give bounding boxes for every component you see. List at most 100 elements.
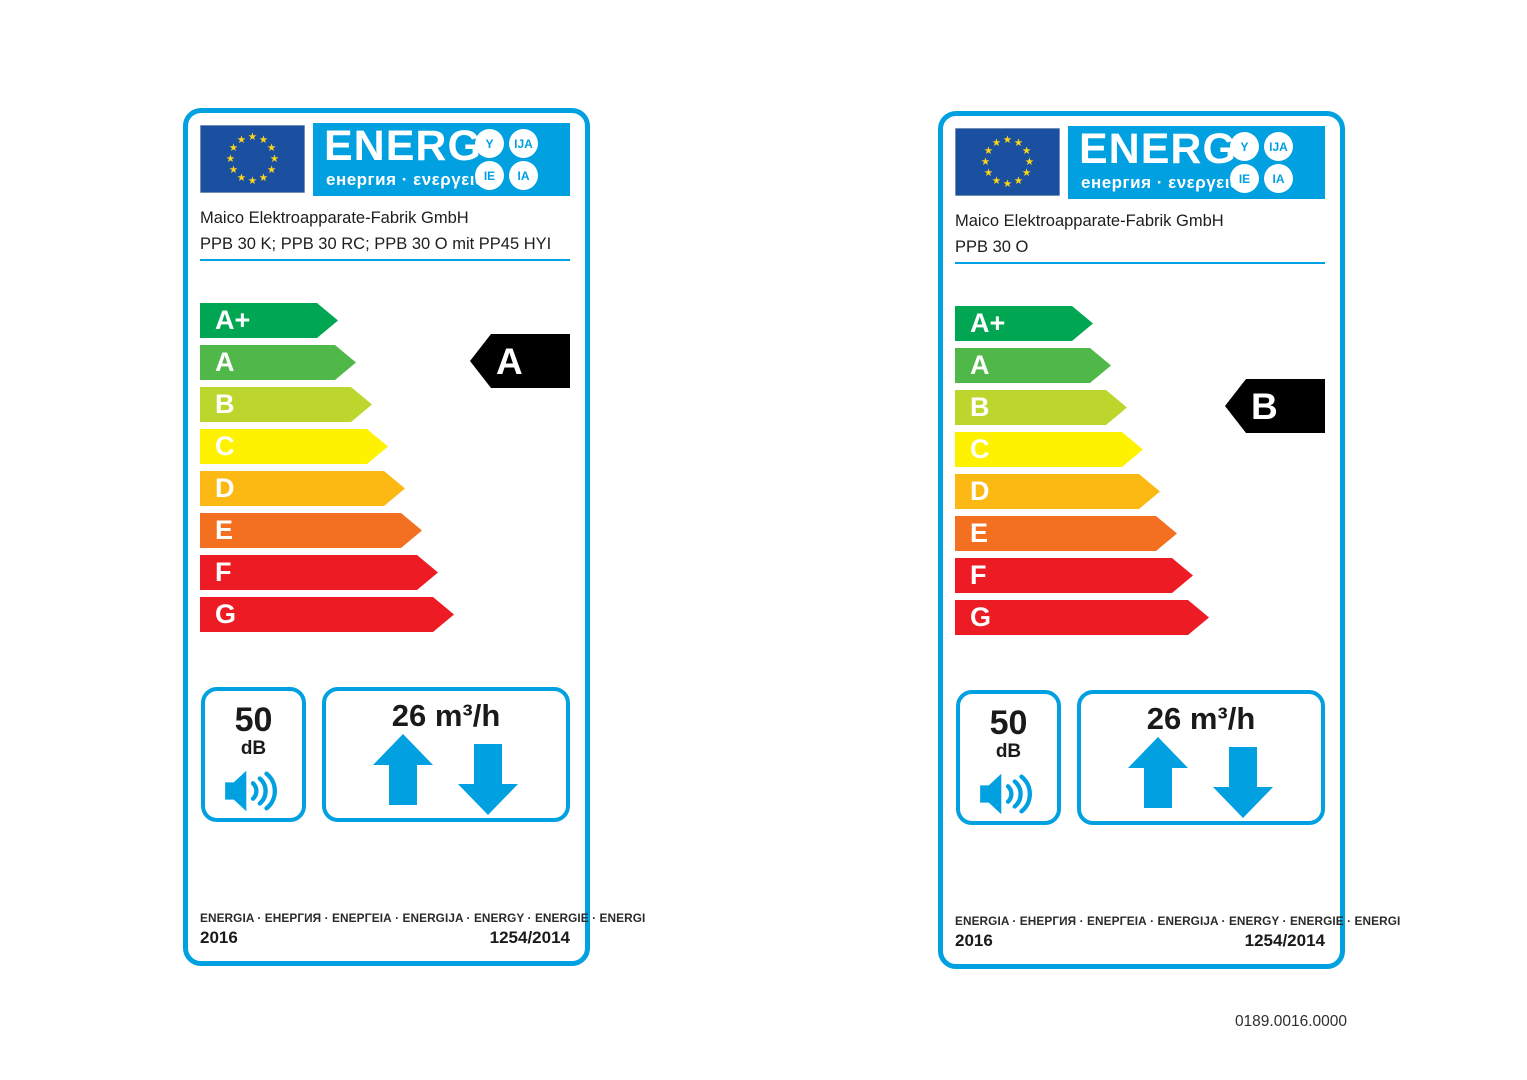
scale-bar-letter: A+ — [215, 305, 251, 335]
eu-flag-star: ★ — [248, 131, 257, 143]
supplier-block: Maico Elektroapparate-Fabrik GmbH PPB 30… — [200, 206, 570, 257]
energ-banner: ENERG енергия · ενεργεια Y IJA IE IA — [313, 123, 570, 196]
eu-flag-star: ★ — [267, 142, 276, 154]
energ-subtitle: енергия · ενεργεια — [326, 170, 486, 189]
footer-row: 2016 1254/2014 — [200, 928, 570, 948]
language-suffix-badge: IJA — [509, 129, 538, 158]
document-code: 0189.0016.0000 — [1234, 1013, 1347, 1030]
efficiency-scale: A+ A B C D E F G — [955, 306, 1325, 636]
eu-flag-star: ★ — [981, 156, 990, 168]
divider — [955, 262, 1325, 264]
eu-flag-star: ★ — [226, 153, 235, 165]
language-suffix-badge: Y — [475, 129, 504, 158]
scale-bar-aplus: A+ — [200, 303, 338, 338]
eu-flag-icon: ★ ★★★★★★★★★★★ — [200, 125, 305, 193]
model-name: PPB 30 O — [955, 237, 1029, 256]
arrow-down-icon — [458, 744, 518, 816]
airflow-value: 26 m³/h — [391, 698, 501, 733]
label-year: 2016 — [200, 928, 238, 947]
scale-bar-f: F — [200, 555, 438, 590]
scale-bar-letter: E — [215, 515, 234, 545]
airflow-arrows-icon — [1128, 737, 1273, 819]
eu-flag-star: ★ — [237, 172, 246, 184]
scale-bar-letter: C — [970, 434, 990, 464]
rating-letter: A — [496, 340, 523, 382]
eu-flag-star: ★ — [1014, 137, 1023, 149]
scale-bar-b: B — [200, 387, 372, 422]
scale-bar-letter: G — [970, 602, 992, 632]
scale-bar-e: E — [200, 513, 422, 548]
languages-line: ENERGIA · ЕНЕРГИЯ · ΕΝΕΡΓΕΙΑ · ENERGIJA … — [955, 914, 1401, 928]
language-suffix-badge: IJA — [1264, 132, 1293, 161]
scale-bar-e: E — [955, 516, 1177, 551]
eu-flag-star: ★ — [1025, 156, 1034, 168]
arrow-up-icon — [1128, 737, 1188, 809]
noise-value: 50 — [234, 701, 273, 739]
speaker-volume-icon — [979, 773, 1032, 815]
scale-bar-c: C — [200, 429, 388, 464]
energ-word: ENERG — [324, 122, 482, 170]
eu-flag-star: ★ — [259, 134, 268, 146]
scale-bar-letter: E — [970, 518, 989, 548]
scale-bar-d: D — [200, 471, 405, 506]
eu-flag-star: ★ — [1003, 178, 1012, 190]
energ-subtitle: енергия · ενεργεια — [1081, 173, 1241, 192]
model-name: PPB 30 K; PPB 30 RC; PPB 30 O mit PP45 H… — [200, 234, 552, 253]
eu-flag-star: ★ — [1022, 167, 1031, 179]
noise-unit: dB — [995, 741, 1022, 762]
language-suffix-badge: IA — [509, 161, 538, 190]
eu-flag-star: ★ — [229, 164, 238, 176]
rating-arrow: B — [1225, 379, 1325, 433]
language-suffix-badge: IE — [1230, 164, 1259, 193]
scale-bar-letter: F — [970, 560, 987, 590]
eu-flag-star: ★ — [267, 164, 276, 176]
eu-flag-star: ★ — [248, 175, 257, 187]
scale-bar-f: F — [955, 558, 1193, 593]
language-suffix-badge: IE — [475, 161, 504, 190]
regulation-number: 1254/2014 — [1244, 931, 1325, 950]
regulation-number: 1254/2014 — [489, 928, 570, 947]
energ-banner: ENERG енергия · ενεργεια Y IJA IE IA — [1068, 126, 1325, 199]
rating-arrow: A — [470, 334, 570, 388]
scale-bar-b: B — [955, 390, 1127, 425]
scale-bar-letter: A+ — [970, 308, 1006, 338]
noise-unit: dB — [240, 738, 267, 759]
scale-bar-letter: D — [215, 473, 235, 503]
scale-bar-d: D — [955, 474, 1160, 509]
arrow-up-icon — [373, 734, 433, 806]
noise-box: 50 dB — [201, 687, 306, 822]
supplier-block: Maico Elektroapparate-Fabrik GmbH PPB 30… — [955, 209, 1325, 260]
language-suffix-badge: Y — [1230, 132, 1259, 161]
arrow-down-icon — [1213, 747, 1273, 819]
language-suffix-badge: IA — [1264, 164, 1293, 193]
divider — [200, 259, 570, 261]
scale-bar-g: G — [200, 597, 454, 632]
scale-bar-letter: B — [215, 389, 235, 419]
energy-label-left: ★ ★ ★ ★ ★ ★ ★ ★ ★ ★ ★ ★ ENERG енергия · ενεργεια Y … — [183, 108, 646, 966]
languages-line: ENERGIA · ЕНЕРГИЯ · ΕΝΕΡΓΕΙΑ · ENERGIJA … — [200, 911, 646, 925]
scale-bar-letter: A — [215, 347, 235, 377]
eu-flag-star: ★ — [237, 134, 246, 146]
eu-flag-star: ★ — [1014, 175, 1023, 187]
noise-box: 50 dB — [956, 690, 1061, 825]
scale-bar-letter: C — [215, 431, 235, 461]
scale-bar-letter: G — [215, 599, 237, 629]
energy-label-right: ★ ★ ★ ★ ★ ★ ★ ★ ★ ★ ★ ★ ENERG енергия · ενεργεια Y … — [938, 111, 1401, 969]
scale-bar-letter: F — [215, 557, 232, 587]
footer-row: 2016 1254/2014 — [955, 931, 1325, 951]
scale-bar-letter: A — [970, 350, 990, 380]
eu-flag-star: ★ — [984, 167, 993, 179]
speaker-volume-icon — [224, 770, 277, 812]
scale-bar-aplus: A+ — [955, 306, 1093, 341]
efficiency-scale: A+ A B C D E F G — [200, 303, 570, 633]
eu-flag-star: ★ — [992, 137, 1001, 149]
label-year: 2016 — [955, 931, 993, 950]
airflow-value: 26 m³/h — [1146, 701, 1256, 736]
rating-letter: B — [1251, 385, 1278, 427]
eu-flag-star: ★ — [992, 175, 1001, 187]
manufacturer-name: Maico Elektroapparate-Fabrik GmbH — [955, 212, 1224, 230]
eu-flag-icon: ★ ★★★★★★★★★★★ — [955, 128, 1060, 196]
manufacturer-name: Maico Elektroapparate-Fabrik GmbH — [200, 209, 469, 227]
eu-flag-star: ★ — [270, 153, 279, 165]
airflow-box: 26 m³/h — [1077, 690, 1325, 825]
